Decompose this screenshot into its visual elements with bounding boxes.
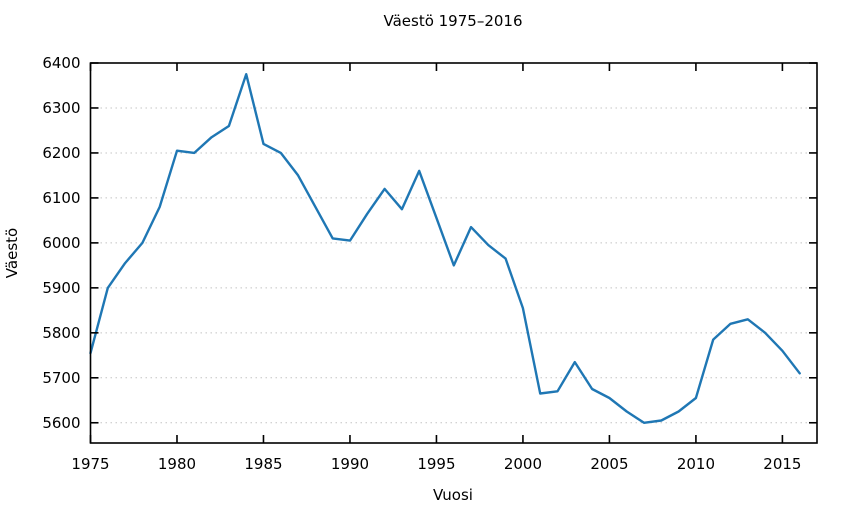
tick-layer — [89, 62, 817, 443]
tick-label-layer: 1975 1980 1985 1990 1995 2000 2005 2010 2015 5600… — [42, 54, 801, 473]
chart-title: Väestö 1975–2016 — [383, 12, 522, 30]
y-axis-label: Väestö — [3, 228, 21, 278]
x-tick-label: 1975 — [71, 455, 109, 473]
x-tick-label: 1990 — [331, 455, 369, 473]
y-tick-label: 6200 — [42, 144, 80, 162]
population-line — [89, 72, 801, 424]
x-tick-label: 2010 — [677, 455, 715, 473]
x-tick-label: 1985 — [244, 455, 282, 473]
y-tick-label: 6100 — [42, 189, 80, 207]
y-tick-label: 5800 — [42, 324, 80, 342]
x-tick-label: 2015 — [763, 455, 801, 473]
y-tick-label: 5600 — [42, 414, 80, 432]
x-tick-label: 1995 — [417, 455, 455, 473]
plot-frame — [89, 62, 818, 444]
y-tick-label: 6000 — [42, 234, 80, 252]
plot-border — [89, 62, 818, 444]
grid-layer — [90, 107, 817, 424]
x-tick-label: 1980 — [158, 455, 196, 473]
x-tick-label: 2005 — [590, 455, 628, 473]
y-tick-label: 6400 — [42, 54, 80, 72]
x-axis-label: Vuosi — [433, 486, 473, 504]
series-layer — [89, 72, 801, 424]
y-tick-label: 5700 — [42, 369, 80, 387]
y-tick-label: 6300 — [42, 99, 80, 117]
x-tick-label: 2000 — [504, 455, 542, 473]
y-tick-label: 5900 — [42, 279, 80, 297]
